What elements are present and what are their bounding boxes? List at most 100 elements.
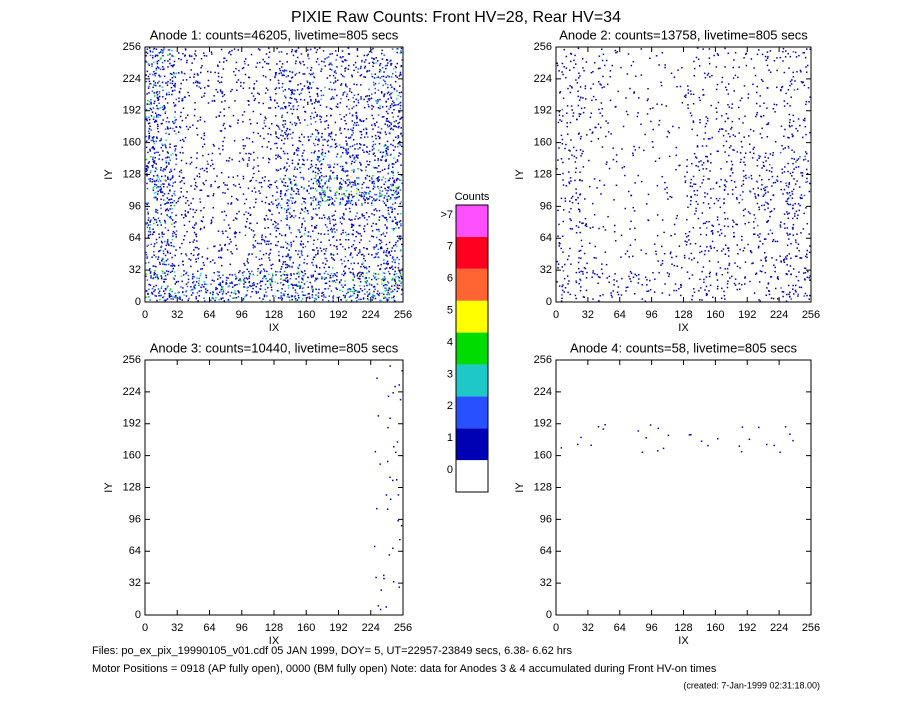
count-pixel: [252, 246, 255, 249]
count-pixel: [398, 195, 401, 198]
count-pixel: [302, 73, 304, 75]
count-pixel: [275, 124, 278, 127]
count-pixel: [562, 209, 565, 211]
count-pixel: [630, 280, 632, 283]
count-pixel: [288, 296, 290, 298]
count-pixel: [567, 283, 569, 285]
count-pixel: [401, 243, 403, 246]
count-pixel: [382, 233, 385, 235]
count-pixel: [691, 298, 693, 301]
count-pixel: [217, 65, 219, 68]
count-pixel: [770, 171, 773, 173]
count-pixel: [206, 167, 208, 170]
count-pixel: [345, 292, 348, 295]
count-pixel: [363, 247, 365, 249]
count-pixel: [152, 48, 155, 51]
count-pixel: [374, 124, 377, 127]
count-pixel: [246, 289, 249, 292]
count-pixel: [166, 82, 168, 84]
count-pixel: [378, 230, 380, 233]
count-pixel: [396, 76, 398, 78]
y-tick-label: 192: [123, 105, 141, 117]
count-pixel: [297, 188, 300, 191]
count-pixel: [221, 247, 223, 249]
count-pixel: [284, 89, 286, 91]
count-pixel: [790, 298, 793, 300]
count-pixel: [371, 284, 373, 286]
count-pixel: [253, 83, 256, 85]
count-pixel: [333, 139, 336, 141]
count-pixel: [755, 273, 757, 276]
count-pixel: [367, 186, 370, 189]
count-pixel: [392, 268, 394, 271]
count-pixel: [347, 52, 350, 55]
count-pixel: [379, 151, 382, 153]
count-pixel: [249, 213, 252, 216]
count-pixel: [386, 192, 388, 195]
count-pixel: [145, 275, 147, 278]
count-pixel: [201, 220, 204, 223]
count-pixel: [197, 120, 199, 122]
count-pixel: [779, 226, 782, 228]
count-pixel: [691, 185, 694, 188]
count-pixel: [399, 71, 402, 74]
count-pixel: [348, 296, 351, 298]
count-pixel: [153, 70, 155, 73]
count-pixel: [194, 188, 196, 190]
count-pixel: [388, 179, 390, 182]
count-pixel: [345, 182, 347, 185]
count-pixel: [304, 198, 307, 200]
count-pixel: [772, 297, 775, 300]
count-pixel: [316, 214, 318, 216]
count-pixel: [749, 190, 751, 192]
count-pixel: [757, 245, 760, 248]
count-pixel: [393, 299, 395, 301]
count-pixel: [375, 244, 378, 246]
count-pixel: [395, 276, 397, 278]
count-pixel: [269, 68, 271, 71]
count-pixel: [763, 194, 765, 196]
count-pixel: [301, 287, 304, 290]
count-pixel: [199, 274, 202, 277]
count-pixel: [170, 244, 173, 247]
count-pixel: [351, 181, 353, 183]
count-pixel: [387, 289, 390, 292]
count-pixel: [226, 184, 228, 186]
count-pixel: [791, 171, 794, 174]
count-pixel: [786, 244, 789, 247]
count-pixel: [356, 212, 358, 214]
count-pixel: [210, 184, 212, 186]
count-pixel: [228, 157, 231, 159]
count-pixel: [156, 96, 159, 99]
count-pixel: [197, 282, 200, 285]
count-pixel: [280, 268, 282, 270]
count-pixel: [723, 184, 726, 186]
count-pixel: [166, 151, 169, 153]
count-pixel: [262, 58, 264, 61]
count-pixel: [239, 279, 242, 281]
count-pixel: [368, 99, 371, 102]
count-pixel: [202, 216, 205, 218]
count-pixel: [760, 259, 762, 262]
count-pixel: [216, 64, 219, 67]
count-pixel: [285, 169, 288, 172]
count-pixel: [315, 190, 318, 192]
count-pixel: [724, 185, 727, 188]
count-pixel: [316, 93, 319, 95]
count-pixel: [736, 151, 739, 153]
count-pixel: [190, 185, 192, 187]
count-pixel: [145, 158, 148, 161]
count-pixel: [368, 150, 371, 153]
count-pixel: [239, 278, 241, 280]
count-pixel: [215, 288, 217, 291]
count-pixel: [314, 188, 317, 190]
count-pixel: [400, 47, 403, 50]
count-pixel: [341, 169, 343, 172]
count-pixel: [348, 267, 350, 270]
count-pixel: [716, 150, 719, 152]
count-pixel: [327, 124, 330, 126]
count-pixel: [557, 267, 559, 269]
count-pixel: [360, 265, 362, 268]
count-pixel: [218, 114, 220, 117]
count-pixel: [661, 260, 664, 262]
